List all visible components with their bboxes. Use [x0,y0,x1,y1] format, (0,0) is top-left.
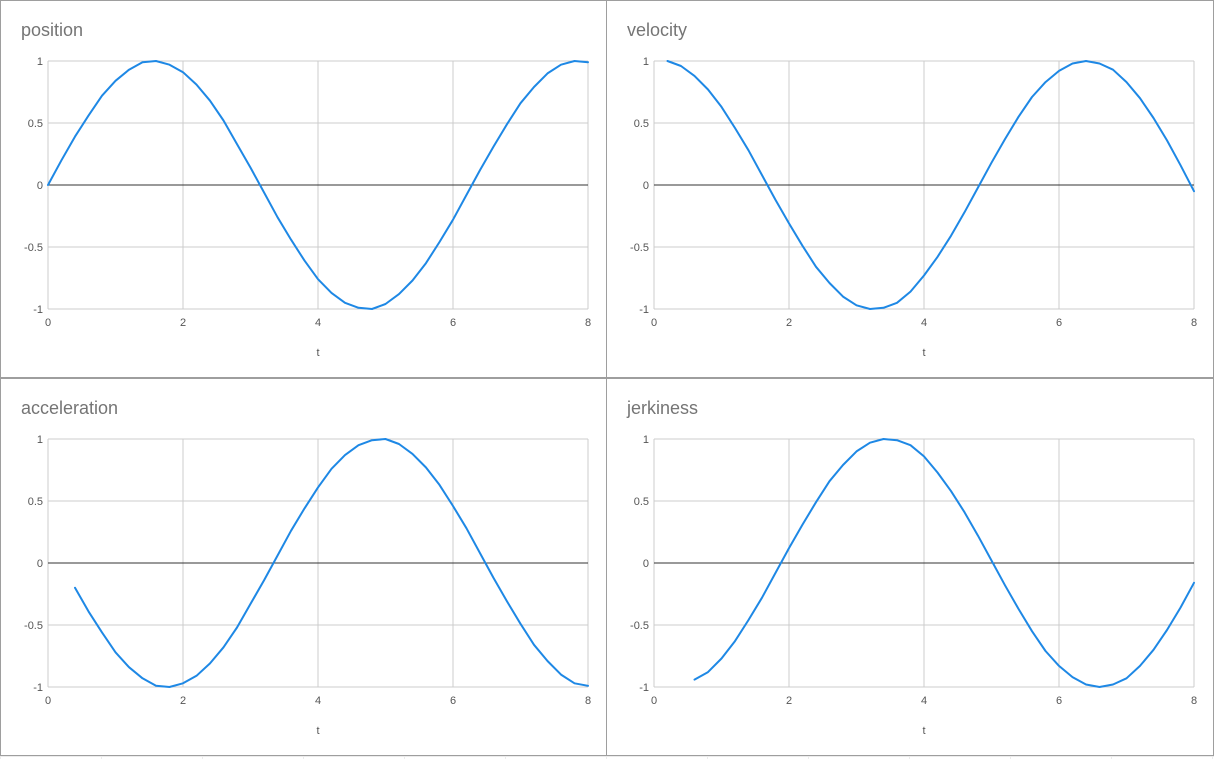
y-tick-label: -1 [33,682,43,694]
y-tick-label: 0 [643,558,649,570]
chart-panel-position[interactable]: position 0 2 4 6 8 1 0.5 0 -0.5 -1 t [0,0,607,378]
x-tick-label: 0 [651,695,657,707]
y-tick-label: -1 [639,682,649,694]
x-tick-label: 8 [1191,317,1197,329]
y-tick-label: -0.5 [630,242,649,254]
x-tick-label: 0 [651,317,657,329]
x-tick-label: 6 [450,695,456,707]
chart-plot-acceleration: 0 2 4 6 8 1 0.5 0 -0.5 -1 t [24,434,591,737]
y-tick-label: 1 [37,56,43,68]
y-tick-label: 0 [37,558,43,570]
x-tick-label: 2 [786,317,792,329]
chart-panel-velocity[interactable]: velocity 0 2 4 6 8 1 0.5 0 -0.5 -1 t [606,0,1214,378]
chart-title: acceleration [21,398,119,418]
chart-panel-acceleration[interactable]: acceleration 0 2 4 6 8 1 0.5 0 -0.5 -1 t [0,378,607,756]
x-axis-label: t [316,347,319,359]
y-tick-label: 0.5 [28,118,43,130]
y-tick-label: -0.5 [630,620,649,632]
y-tick-label: 0 [37,180,43,192]
x-tick-label: 4 [921,695,927,707]
x-axis-label: t [922,725,925,737]
y-tick-label: 0 [643,180,649,192]
x-tick-label: 4 [315,317,321,329]
x-axis-label: t [316,725,319,737]
series-line [47,60,589,310]
x-tick-label: 6 [450,317,456,329]
x-tick-label: 2 [786,695,792,707]
series-line [666,60,1195,310]
chart-plot-jerkiness: 0 2 4 6 8 1 0.5 0 -0.5 -1 t [630,434,1197,737]
y-tick-label: -1 [33,304,43,316]
series-line [693,438,1195,688]
x-tick-label: 8 [585,317,591,329]
chart-plot-velocity: 0 2 4 6 8 1 0.5 0 -0.5 -1 t [630,56,1197,359]
y-tick-label: 0.5 [634,496,649,508]
x-tick-label: 0 [45,695,51,707]
chart-panel-jerkiness[interactable]: jerkiness 0 2 4 6 8 1 0.5 0 -0.5 -1 t [606,378,1214,756]
x-tick-label: 6 [1056,317,1062,329]
y-tick-label: 0.5 [634,118,649,130]
x-axis-label: t [922,347,925,359]
y-tick-label: 0.5 [28,496,43,508]
chart-plot-position: 0 2 4 6 8 1 0.5 0 -0.5 -1 t [24,56,591,359]
series-line [74,438,589,688]
chart-title: jerkiness [627,398,699,418]
x-tick-label: 4 [315,695,321,707]
y-tick-label: 1 [643,56,649,68]
x-tick-label: 2 [180,695,186,707]
x-tick-label: 0 [45,317,51,329]
chart-title: position [21,20,84,40]
y-tick-label: -0.5 [24,620,43,632]
x-tick-label: 4 [921,317,927,329]
y-tick-label: 1 [643,434,649,446]
x-tick-label: 6 [1056,695,1062,707]
chart-title: velocity [627,20,688,40]
x-tick-label: 2 [180,317,186,329]
y-tick-label: 1 [37,434,43,446]
x-tick-label: 8 [585,695,591,707]
x-tick-label: 8 [1191,695,1197,707]
y-tick-label: -0.5 [24,242,43,254]
y-tick-label: -1 [639,304,649,316]
